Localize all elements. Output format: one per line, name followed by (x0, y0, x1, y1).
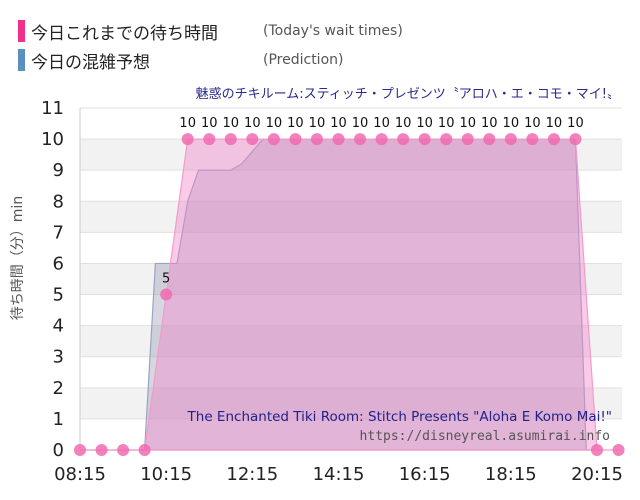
data-label: 10 (524, 116, 541, 131)
data-point (569, 133, 582, 146)
data-label: 10 (330, 116, 347, 131)
y-tick-label: 4 (53, 316, 64, 337)
x-tick-label: 12:15 (226, 464, 278, 485)
y-tick-label: 11 (41, 98, 64, 119)
data-point (504, 133, 517, 146)
data-point (181, 133, 194, 146)
data-label: 10 (287, 116, 304, 131)
y-tick-label: 8 (53, 191, 64, 212)
data-point (591, 444, 603, 456)
y-tick-label: 3 (53, 347, 64, 368)
legend-today: 今日これまでの待ち時間 (Today's wait times) (18, 18, 403, 44)
chart-source: https://disneyreal.asumirai.info (360, 429, 610, 444)
data-label: 5 (162, 272, 170, 287)
x-tick-label: 20:15 (571, 464, 623, 485)
data-point (375, 133, 388, 146)
y-tick-label: 6 (53, 253, 64, 274)
x-tick-label: 16:15 (399, 464, 451, 485)
data-point (267, 133, 280, 146)
y-axis-label: 待ち時間（分）min (10, 196, 26, 320)
x-tick-label: 10:15 (140, 464, 192, 485)
data-label: 10 (546, 116, 563, 131)
data-label: 10 (373, 116, 390, 131)
data-label: 10 (503, 116, 520, 131)
data-label: 10 (459, 116, 476, 131)
data-label: 10 (223, 116, 240, 131)
legend-prediction: 今日の混雑予想 (Prediction) (18, 47, 343, 73)
y-tick-label: 0 (53, 440, 64, 461)
data-point (332, 133, 345, 146)
data-point (203, 133, 216, 146)
data-point (612, 444, 625, 456)
data-label: 10 (438, 116, 455, 131)
y-tick-label: 1 (53, 409, 64, 430)
data-point (74, 444, 86, 456)
data-point (310, 133, 323, 146)
y-tick-label: 7 (53, 222, 64, 243)
legend-today-label: 今日これまでの待ち時間 (31, 23, 218, 44)
data-point (547, 133, 560, 146)
y-tick-label: 5 (53, 285, 64, 306)
data-point (138, 444, 151, 456)
data-point (461, 133, 474, 146)
data-point (397, 133, 410, 146)
legend-prediction-label: 今日の混雑予想 (31, 52, 150, 73)
legend-today-swatch (18, 20, 25, 42)
data-label: 10 (309, 116, 326, 131)
data-point (95, 444, 108, 456)
data-label: 10 (395, 116, 412, 131)
chart-title: 魅惑のチキルーム:スティッチ・プレゼンツ〝アロハ・エ・コモ・マイ!〟 (196, 86, 620, 102)
data-point (354, 133, 367, 146)
data-point (224, 133, 237, 146)
y-tick-label: 2 (53, 378, 64, 399)
x-tick-label: 14:15 (313, 464, 365, 485)
data-label: 10 (179, 116, 196, 131)
data-label: 10 (352, 116, 369, 131)
data-point (246, 133, 259, 146)
data-label: 10 (201, 116, 218, 131)
legend-prediction-swatch (18, 49, 25, 71)
data-point (117, 444, 130, 456)
y-tick-label: 10 (41, 129, 64, 150)
data-point (440, 133, 453, 146)
data-label: 10 (567, 116, 584, 131)
x-tick-label: 18:15 (485, 464, 537, 485)
data-label: 10 (266, 116, 283, 131)
legend-today-sub: (Today's wait times) (263, 23, 403, 39)
data-point (160, 288, 173, 301)
x-tick-label: 08:15 (54, 464, 106, 485)
data-point (289, 133, 302, 146)
chart-subtitle: The Enchanted Tiki Room: Stitch Presents… (187, 409, 612, 425)
data-label: 10 (416, 116, 433, 131)
legend-prediction-sub: (Prediction) (263, 52, 344, 68)
data-point (418, 133, 431, 146)
data-label: 10 (244, 116, 261, 131)
y-tick-label: 9 (53, 160, 64, 181)
data-point (526, 133, 539, 146)
data-point (483, 133, 496, 146)
data-label: 10 (481, 116, 498, 131)
